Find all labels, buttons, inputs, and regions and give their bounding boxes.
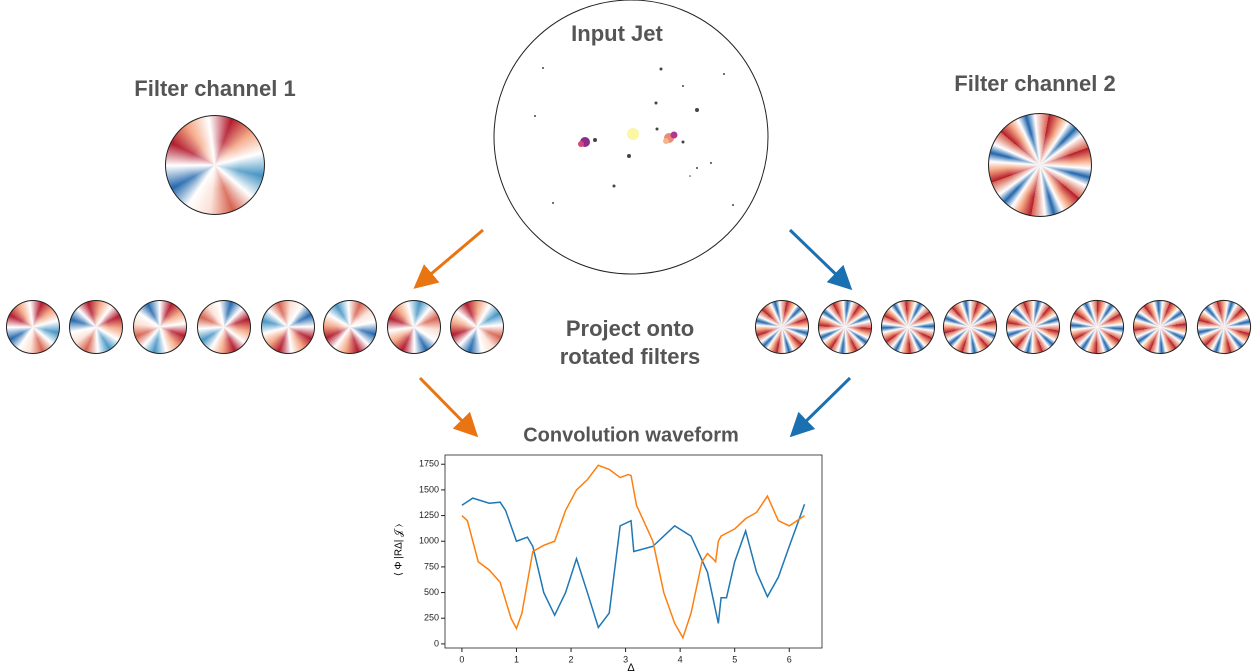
y-tick-label: 0: [434, 638, 439, 648]
x-tick-label: 5: [732, 654, 737, 664]
x-tick-label: 0: [459, 654, 464, 664]
x-tick-label: 6: [787, 654, 792, 664]
x-tick-label: 1: [514, 654, 519, 664]
input-label: Input Jet: [571, 21, 663, 46]
x-tick-label: 4: [678, 654, 683, 664]
project-label: rotated filters: [560, 344, 701, 369]
arrow: [420, 378, 474, 433]
y-tick-label: 1250: [419, 510, 439, 520]
y-tick-label: 1500: [419, 484, 439, 494]
project-label: Project onto: [566, 316, 694, 341]
page: Input Jet Filter channel 1 Filter channe…: [0, 0, 1254, 672]
x-axis-label: Δ: [627, 662, 635, 672]
filter-label: Filter channel 1: [134, 76, 295, 101]
arrow: [418, 230, 483, 285]
y-tick-label: 1000: [419, 536, 439, 546]
chart-title: Convolution waveform: [523, 424, 739, 446]
x-tick-label: 2: [569, 654, 574, 664]
series-line: [462, 498, 805, 627]
arrow: [794, 378, 850, 433]
arrow: [790, 230, 848, 286]
y-axis-label: ⟨ Φ |RΔ| 𝒥 ⟩: [394, 523, 405, 576]
y-tick-label: 750: [424, 561, 439, 571]
y-tick-label: 1750: [419, 459, 439, 469]
x-tick-label: 3: [623, 654, 628, 664]
y-tick-label: 250: [424, 613, 439, 623]
y-tick-label: 500: [424, 587, 439, 597]
diagram: Input Jet Filter channel 1 Filter channe…: [0, 0, 1254, 672]
filter-label: Filter channel 2: [954, 71, 1115, 96]
